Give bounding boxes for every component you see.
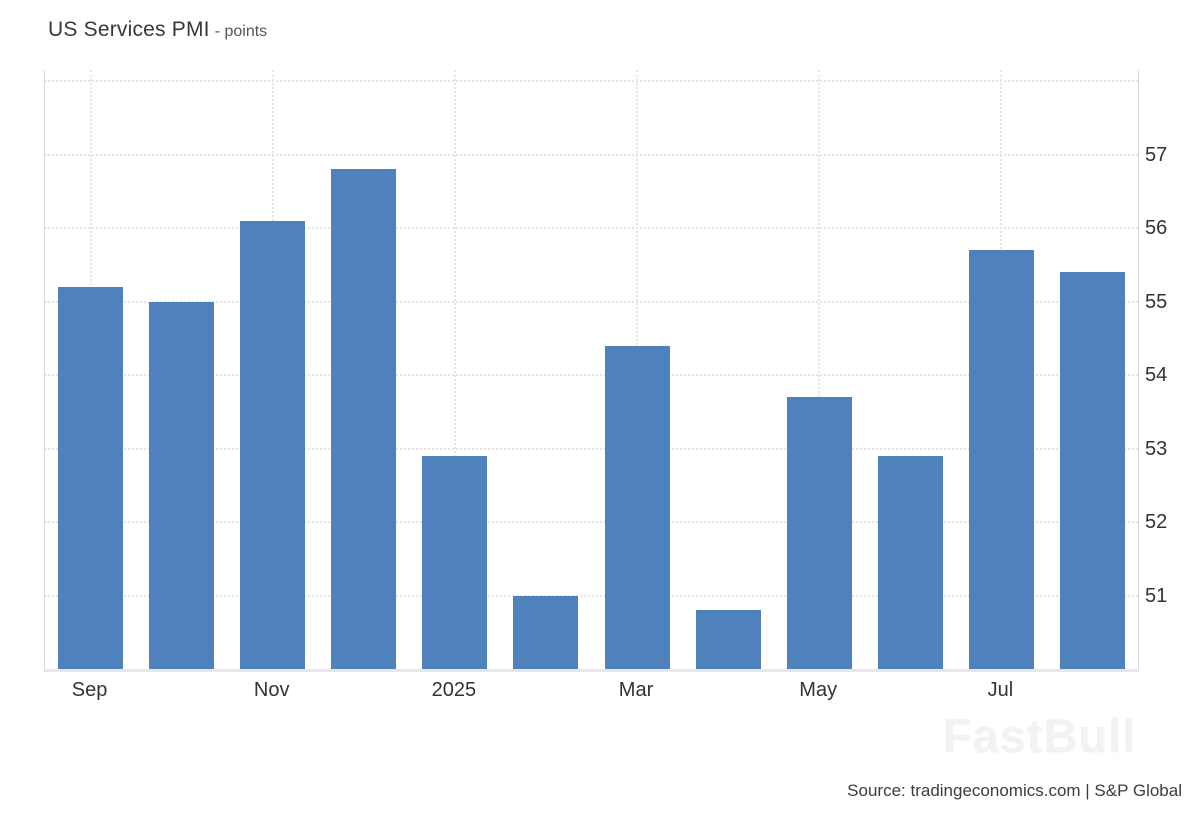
bar-mar-2025[interactable] xyxy=(604,345,670,669)
h-gridline-52 xyxy=(45,521,1138,523)
bar-dec-2024[interactable] xyxy=(331,169,397,669)
h-gridline-55 xyxy=(45,300,1138,303)
v-gridline-2025 xyxy=(453,70,456,669)
bar-may-2025[interactable] xyxy=(786,397,852,669)
bar-oct-2024[interactable] xyxy=(149,301,215,669)
bar-aug-2025[interactable] xyxy=(1059,272,1125,669)
bar-sep-2024[interactable] xyxy=(58,286,124,669)
bar-feb-2025[interactable] xyxy=(513,595,579,669)
x-axis-label-May: May xyxy=(799,679,838,701)
x-axis-label-2025: 2025 xyxy=(431,679,477,701)
chart-title: US Services PMI - points xyxy=(48,18,267,42)
h-gridline-58 xyxy=(45,80,1138,82)
v-gridline-May xyxy=(818,70,821,669)
plot-area xyxy=(44,70,1139,672)
y-axis-label-53: 53 xyxy=(1145,437,1168,460)
source-attribution: Source: tradingeconomics.com | S&P Globa… xyxy=(847,781,1182,800)
bar-jun-2025[interactable] xyxy=(877,455,943,669)
h-gridline-51 xyxy=(45,594,1138,597)
y-axis-label-51: 51 xyxy=(1145,584,1168,607)
y-axis-label-55: 55 xyxy=(1145,290,1168,313)
chart-title-text: US Services PMI xyxy=(48,18,210,41)
h-gridline-53 xyxy=(45,447,1138,450)
h-gridline-54 xyxy=(45,374,1138,376)
h-gridline-57 xyxy=(45,153,1138,156)
bar-nov-2024[interactable] xyxy=(240,220,306,669)
x-axis-label-Sep: Sep xyxy=(71,679,108,701)
bar-jan-2025[interactable] xyxy=(422,455,488,669)
x-axis-label-Jul: Jul xyxy=(987,679,1014,701)
y-axis-label-56: 56 xyxy=(1145,217,1168,239)
bar-jul-2025[interactable] xyxy=(968,250,1034,669)
watermark: FastBull xyxy=(942,709,1136,762)
bar-apr-2025[interactable] xyxy=(695,610,761,669)
h-gridline-56 xyxy=(45,227,1138,229)
y-axis-label-52: 52 xyxy=(1145,511,1168,533)
x-axis-label-Nov: Nov xyxy=(253,679,290,701)
chart-title-unit: - points xyxy=(214,23,268,40)
x-axis-label-Mar: Mar xyxy=(618,679,654,701)
y-axis-label-57: 57 xyxy=(1145,143,1168,166)
y-axis-label-54: 54 xyxy=(1145,364,1168,386)
